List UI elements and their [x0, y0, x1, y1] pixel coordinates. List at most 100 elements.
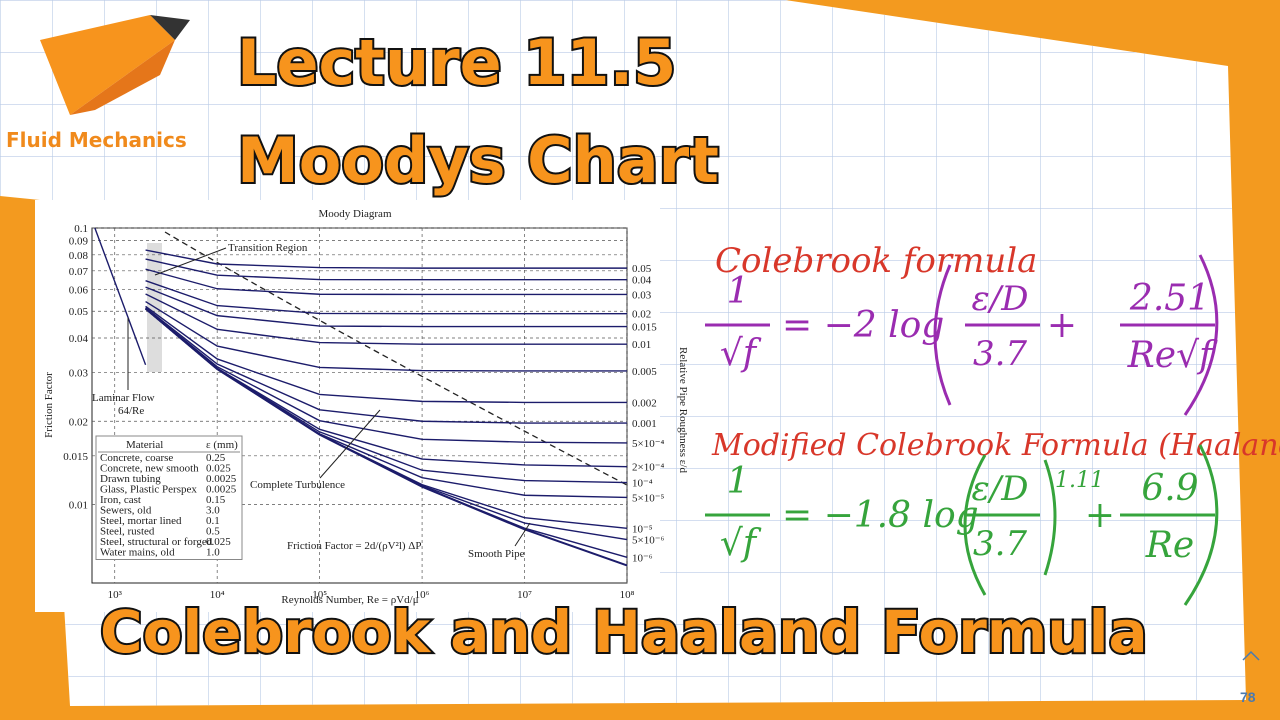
y-tick-label: 0.04 — [69, 333, 89, 345]
page-number: 78 — [1240, 689, 1256, 705]
roughness-label: 5×10⁻⁴ — [632, 438, 665, 450]
table-cell: 0.025 — [206, 463, 231, 475]
table-cell: 1.0 — [206, 547, 220, 559]
pointer — [154, 247, 227, 276]
table-cell: Water mains, old — [100, 547, 175, 559]
roughness-label: 10⁻⁶ — [632, 552, 653, 564]
pointer — [319, 409, 381, 479]
roughness-curve — [145, 307, 627, 424]
plot-frame — [91, 227, 628, 584]
annotation: Laminar Flow — [92, 392, 155, 404]
x-tick-label: 10⁴ — [210, 589, 225, 601]
term-numerator: ε/D — [972, 279, 1029, 319]
y-tick-label: 0.08 — [69, 250, 89, 262]
y-tick-label: 0.09 — [69, 236, 89, 248]
x-tick-label: 10⁶ — [415, 589, 430, 601]
term-denominator: 3.7 — [973, 334, 1027, 374]
y-tick-label: 0.1 — [74, 223, 88, 235]
denominator: √f — [720, 523, 762, 564]
annotation: Complete Turbulence — [250, 479, 345, 491]
x-tick-label: 10⁷ — [517, 589, 532, 601]
table-cell: Steel, structural or forged — [100, 536, 213, 548]
bracket — [933, 264, 952, 406]
table-cell: Iron, cast — [100, 494, 141, 506]
y-tick-label: 0.07 — [69, 266, 89, 278]
table-cell: 0.025 — [206, 536, 231, 548]
y-axis-label: Friction Factor — [43, 372, 55, 438]
plus: + — [1047, 305, 1077, 346]
roughness-curve — [145, 279, 627, 315]
smooth-pipe-curve — [144, 307, 628, 567]
subtitle: Colebrook and Haaland Formula — [100, 598, 1148, 666]
table-cell: Drawn tubing — [100, 473, 161, 485]
table-cell: 0.25 — [206, 452, 226, 464]
table-cell: Steel, mortar lined — [100, 515, 182, 527]
roughness-label: 5×10⁻⁶ — [632, 535, 665, 547]
y-tick-label: 0.02 — [69, 416, 88, 428]
annotation: Smooth Pipe — [468, 548, 525, 560]
table-cell: Concrete, new smooth — [100, 463, 199, 475]
roughness-label: 0.01 — [632, 339, 651, 351]
formula-title: Modified Colebrook Formula (Haaland form… — [711, 428, 1280, 463]
x-axis-label: Reynolds Number, Re = ρVd/μ — [281, 594, 418, 606]
table-cell: Sewers, old — [100, 505, 152, 517]
denominator: √f — [720, 333, 762, 374]
table-cell: 0.1 — [206, 515, 220, 527]
bracket — [1043, 459, 1057, 576]
term-denominator: Re√f — [1127, 335, 1218, 376]
roughness-curve — [145, 268, 627, 296]
roughness-curve — [145, 286, 627, 328]
term-numerator: 6.9 — [1141, 468, 1198, 509]
x-tick-label: 10⁸ — [620, 589, 635, 601]
y-tick-label: 0.01 — [69, 499, 88, 511]
x-tick-label: 10³ — [108, 589, 123, 601]
table-cell: 0.0025 — [206, 473, 237, 485]
bracket — [1183, 444, 1219, 606]
chart-title: Moody Diagram — [318, 208, 391, 220]
numerator: 1 — [727, 461, 750, 502]
table-header: Material — [126, 439, 163, 451]
numerator: 1 — [727, 271, 750, 312]
roughness-label: 0.05 — [632, 263, 652, 275]
x-tick-label: 10⁵ — [312, 589, 327, 601]
roughness-label: 0.001 — [632, 418, 657, 430]
roughness-label: 0.015 — [632, 322, 657, 334]
term-denominator: 3.7 — [973, 524, 1027, 564]
table-cell: 0.15 — [206, 494, 226, 506]
roughness-curve — [145, 258, 627, 281]
roughness-curve — [145, 305, 627, 404]
logo — [40, 15, 190, 115]
term-numerator: 2.51 — [1129, 278, 1210, 319]
scroll-up-icon[interactable] — [1242, 650, 1260, 661]
roughness-curve — [145, 249, 627, 269]
turbulence-boundary — [164, 231, 628, 486]
title-line1: Lecture 11.5 — [237, 26, 676, 99]
bracket — [963, 454, 987, 596]
roughness-label: 10⁻⁵ — [632, 523, 653, 535]
roughness-label: 5×10⁻⁵ — [632, 492, 665, 504]
y-tick-label: 0.06 — [69, 284, 89, 296]
operator: = −2 log — [782, 305, 944, 346]
term-numerator: ε/D — [972, 469, 1029, 509]
roughness-curve — [145, 307, 628, 444]
pointer — [514, 522, 531, 547]
brand: Fluid Mechanics — [6, 128, 187, 152]
annotation: Transition Region — [228, 242, 308, 254]
roughness-curve — [145, 300, 627, 372]
formula-title: Colebrook formula — [715, 241, 1037, 281]
y-tick-label: 0.03 — [69, 368, 89, 380]
table-cell: Concrete, coarse — [100, 452, 173, 464]
table-cell: 3.0 — [206, 505, 220, 517]
laminar-line — [94, 227, 147, 366]
roughness-label: 0.03 — [632, 289, 652, 301]
table-cell: Steel, rusted — [100, 526, 155, 538]
y2-axis-label: Relative Pipe Roughness ε/d — [677, 347, 689, 473]
term-denominator: Re — [1145, 525, 1194, 566]
annotation: 64/Re — [118, 405, 144, 417]
material-table — [95, 435, 243, 560]
roughness-label: 2×10⁻⁴ — [632, 462, 665, 474]
table-header: ε (mm) — [206, 439, 238, 451]
